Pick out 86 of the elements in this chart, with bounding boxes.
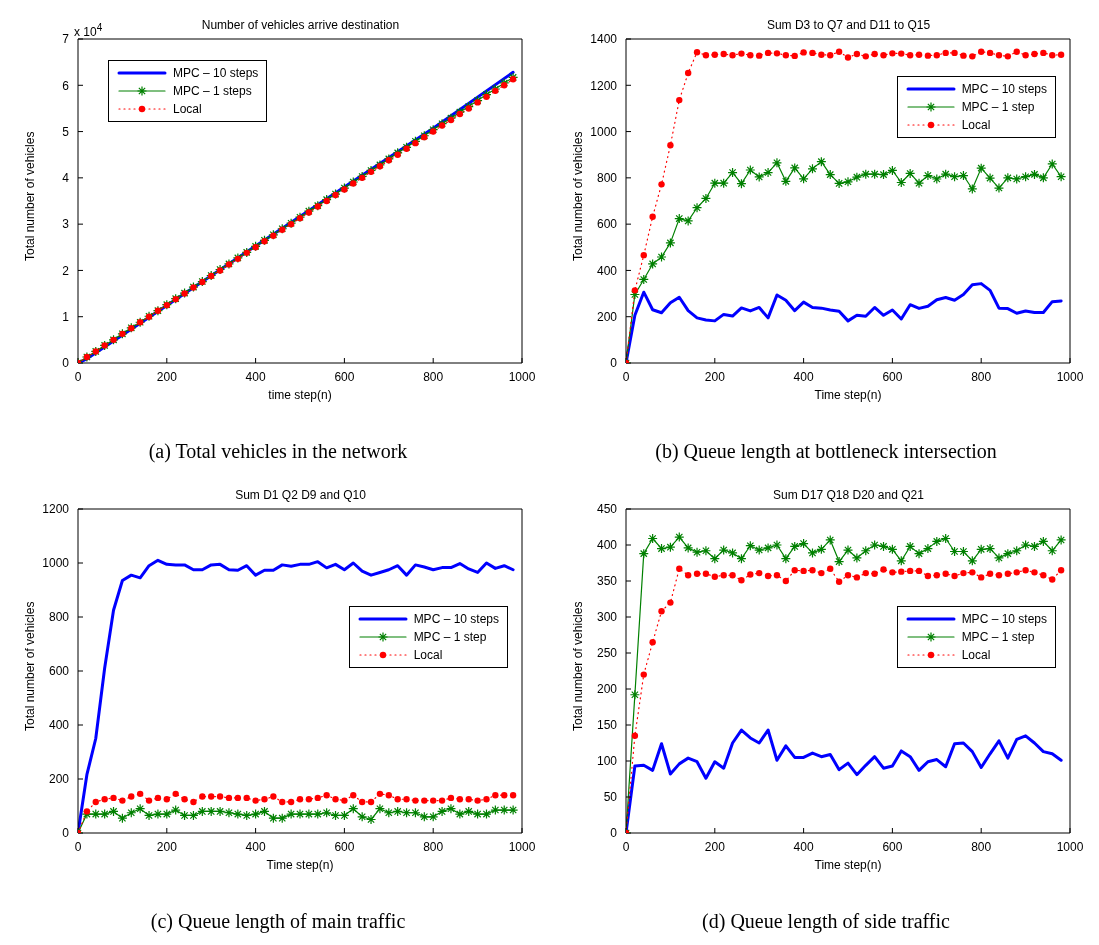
y-tick-label: 1000 [590, 124, 618, 139]
text: (a) Total vehicles in the network [147, 440, 409, 463]
x-tick-label: 400 [245, 369, 266, 384]
x-tick-label: 400 [793, 839, 814, 854]
y-tick-label: 0 [62, 826, 70, 841]
y-tick-label: 450 [596, 502, 618, 517]
x-axis-title: Time step(n) [814, 388, 882, 402]
y-tick-label: 0 [62, 356, 70, 371]
legend-label: Local [961, 648, 991, 662]
x-tick-label: 0 [622, 369, 630, 384]
x-tick-label: 200 [156, 839, 178, 854]
text: (d) Queue length of side traffic [701, 910, 951, 933]
y-tick-label: 400 [48, 718, 70, 733]
legend-label: MPC – 1 step [961, 630, 1035, 644]
legend-label: MPC – 10 steps [173, 66, 259, 80]
x-tick-label: 0 [622, 839, 630, 854]
chart-title: Sum D17 Q18 D20 and Q21 [772, 488, 925, 502]
text: x 10$^{4}$ [74, 22, 103, 39]
y-tick-label: 0 [610, 356, 618, 371]
x-tick-label: 200 [704, 369, 726, 384]
y-tick-label: 300 [596, 610, 618, 625]
chart-title: Sum D3 to Q7 and D11 to Q15 [765, 18, 932, 32]
x-tick-label: 800 [423, 369, 444, 384]
y-tick-label: 800 [48, 610, 70, 625]
y-axis-title: Total number of vehicles [23, 601, 38, 731]
legend-label: MPC – 10 steps [961, 612, 1047, 626]
y-tick-label: 50 [603, 790, 618, 805]
legend-label: MPC – 1 step [413, 630, 487, 644]
y-axis-title: Total number of vehicles [571, 601, 586, 731]
y-tick-label: 600 [48, 664, 70, 679]
x-tick-label: 800 [971, 369, 992, 384]
x-tick-label: 400 [793, 369, 814, 384]
x-tick-label: 400 [245, 839, 266, 854]
x-tick-label: 600 [334, 369, 355, 384]
x-tick-label: 600 [334, 839, 355, 854]
y-tick-label: 1200 [590, 78, 618, 93]
y-tick-label: 200 [596, 682, 618, 697]
text: (c) Queue length of main traffic [149, 910, 407, 933]
x-tick-label: 200 [156, 369, 178, 384]
y-tick-label: 1200 [42, 502, 70, 517]
y-tick-label: 150 [596, 718, 618, 733]
x-tick-label: 200 [704, 839, 726, 854]
y-tick-label: 1400 [590, 32, 618, 47]
y-tick-label: 1000 [42, 556, 70, 571]
legend-label: MPC – 1 step [961, 100, 1035, 114]
x-tick-label: 800 [971, 839, 992, 854]
legend-label: Local [173, 102, 202, 116]
y-tick-label: 350 [596, 574, 618, 589]
y-tick-label: 400 [596, 538, 618, 553]
legend-label: MPC – 10 steps [413, 612, 499, 626]
x-tick-label: 600 [882, 839, 903, 854]
y-tick-label: 6 [62, 78, 70, 93]
y-tick-label: 4 [62, 171, 70, 186]
x-tick-label: 0 [74, 369, 82, 384]
legend-label: MPC – 10 steps [961, 82, 1047, 96]
legend-label: MPC – 1 steps [173, 84, 252, 98]
x-axis-title: time step(n) [268, 388, 332, 402]
x-tick-label: 1000 [1056, 839, 1084, 854]
y-tick-label: 3 [62, 217, 70, 232]
y-tick-label: 0 [610, 826, 618, 841]
y-tick-label: 800 [596, 171, 618, 186]
y-tick-label: 600 [596, 217, 618, 232]
y-tick-label: 100 [596, 754, 618, 769]
y-tick-label: 2 [62, 263, 70, 278]
y-tick-label: 200 [48, 772, 70, 787]
text: (b) Queue length at bottleneck intersection [654, 440, 998, 463]
x-tick-label: 1000 [508, 839, 536, 854]
y-tick-label: 1 [62, 309, 70, 324]
x-tick-label: 800 [423, 839, 444, 854]
y-tick-label: 200 [596, 309, 618, 324]
legend-label: Local [961, 118, 991, 132]
y-tick-label: 7 [62, 32, 70, 47]
y-axis-title: Total number of vehicles [571, 131, 586, 261]
y-axis-title: Total number of vehicles [23, 131, 38, 261]
x-tick-label: 1000 [1056, 369, 1084, 384]
chart-title: Number of vehicles arrive destination [201, 18, 400, 32]
x-tick-label: 1000 [508, 369, 536, 384]
x-tick-label: 600 [882, 369, 903, 384]
y-tick-label: 5 [62, 124, 70, 139]
x-tick-label: 0 [74, 839, 82, 854]
x-axis-title: Time step(n) [814, 858, 882, 872]
chart-title: Sum D1 Q2 D9 and Q10 [234, 488, 367, 502]
x-axis-title: Time step(n) [266, 858, 334, 872]
y-tick-label: 250 [596, 646, 618, 661]
y-tick-label: 400 [596, 263, 618, 278]
legend-label: Local [413, 648, 443, 662]
